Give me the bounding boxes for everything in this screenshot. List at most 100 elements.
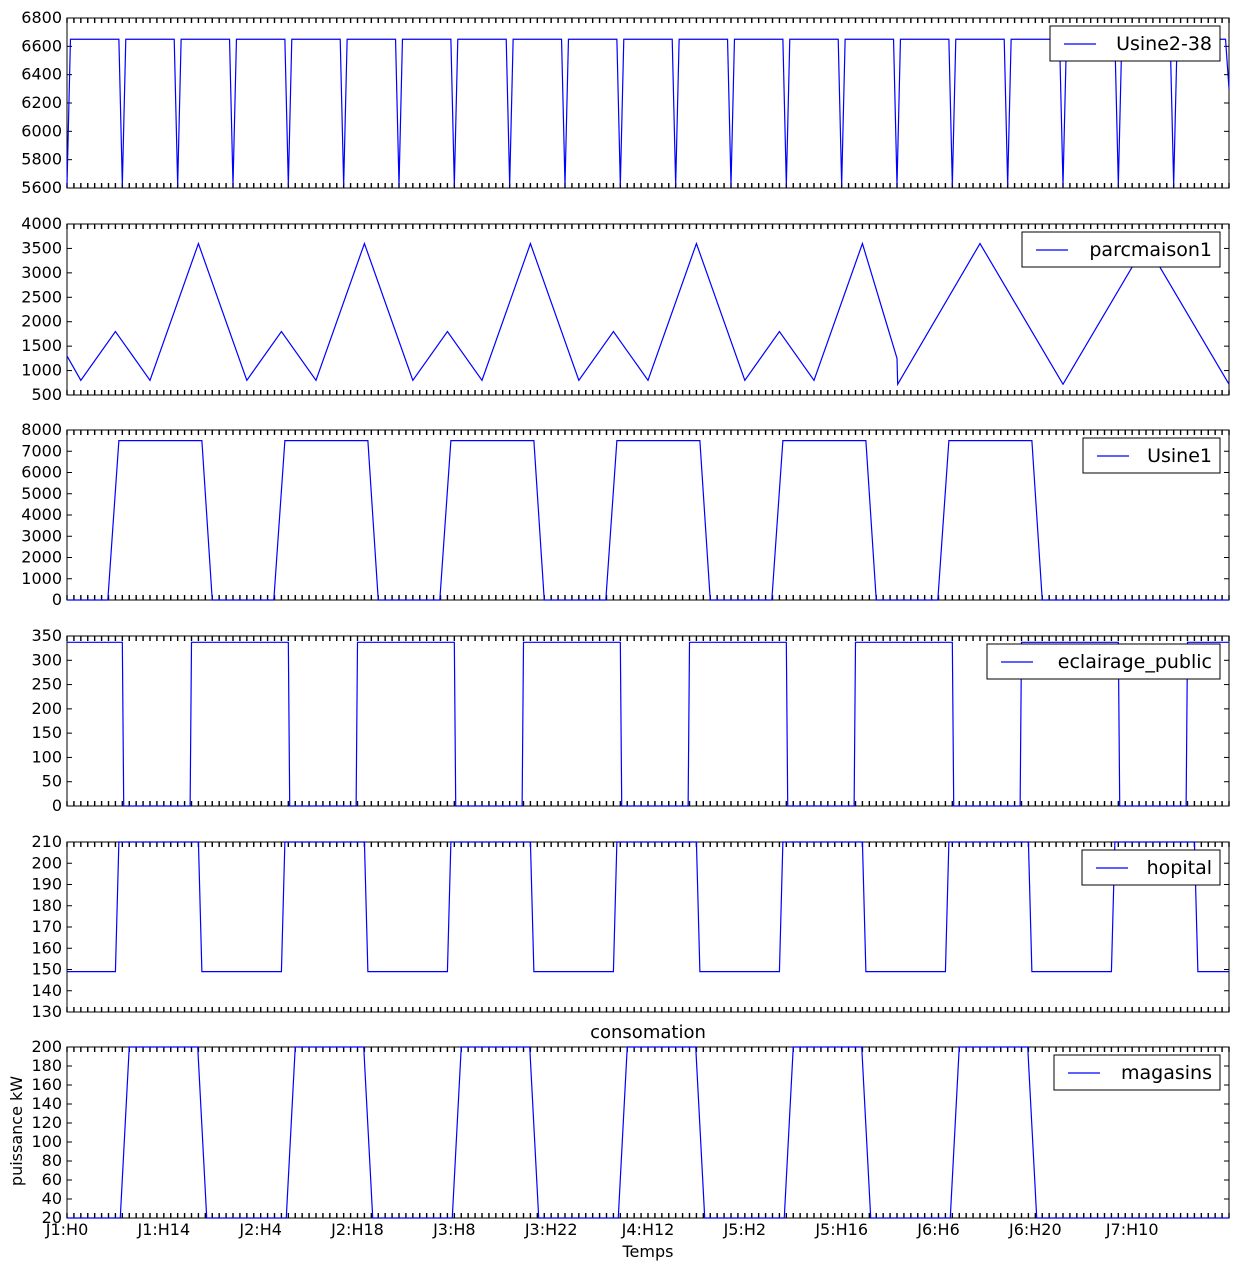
y-tick-label-usine1: 4000 xyxy=(21,505,62,524)
x-tick-label: J4:H12 xyxy=(621,1220,675,1239)
legend-eclairage-public: eclairage_public xyxy=(986,643,1221,680)
y-tick-label-eclairage-public: 250 xyxy=(31,675,62,694)
y-tick-label-parcmaison1: 3500 xyxy=(21,238,62,257)
legend-label-hopital: hopital xyxy=(1147,857,1212,879)
subplot-usine1: 0 1000 2000 3000 4000 5000 6000 7000 8000 Usine1 xyxy=(21,420,1230,609)
x-ticks-eclairage-public xyxy=(66,636,1230,806)
y-tick-label-magasins: 20 xyxy=(42,1208,62,1227)
y-tick-label-usine1: 8000 xyxy=(21,420,62,439)
y-tick-label-usine1: 0 xyxy=(52,590,62,609)
y-tick-label-parcmaison1: 4000 xyxy=(21,214,62,233)
subplot-hopital: 130 140 150 160 170 180 190 200 210 hopital xyxy=(31,832,1230,1021)
plot-frame-usine2-38 xyxy=(66,17,1230,189)
legend-hopital: hopital xyxy=(1081,849,1221,886)
series-line-eclairage-public xyxy=(67,641,1229,807)
y-tick-label-parcmaison1: 2000 xyxy=(21,312,62,331)
y-tick-label-magasins: 200 xyxy=(31,1037,62,1056)
series-line-hopital xyxy=(67,841,1229,973)
y-tick-label-magasins: 40 xyxy=(42,1189,62,1208)
x-tick-label: J3:H8 xyxy=(432,1220,476,1239)
legend-label-eclairage-public: eclairage_public xyxy=(1058,651,1212,673)
y-tick-label-hopital: 170 xyxy=(31,917,62,936)
y-tick-label-hopital: 200 xyxy=(31,853,62,872)
x-tick-label: J5:H16 xyxy=(814,1220,868,1239)
y-tick-label-usine1: 7000 xyxy=(21,441,62,460)
y-tick-label-eclairage-public: 300 xyxy=(31,650,62,669)
y-tick-label-eclairage-public: 200 xyxy=(31,699,62,718)
x-tick-label: J6:H6 xyxy=(916,1220,960,1239)
x-tick-label: J1:H14 xyxy=(136,1220,190,1239)
legend-magasins: magasins xyxy=(1053,1054,1221,1091)
x-tick-label: J3:H22 xyxy=(524,1220,578,1239)
x-tick-label: J6:H20 xyxy=(1008,1220,1062,1239)
y-tick-label-parcmaison1: 1500 xyxy=(21,336,62,355)
x-ticks-hopital xyxy=(66,842,1230,1012)
y-tick-label-eclairage-public: 100 xyxy=(31,747,62,766)
y-tick-label-usine2-38: 6800 xyxy=(21,8,62,27)
y-tick-label-magasins: 80 xyxy=(42,1151,62,1170)
x-ticks-usine1 xyxy=(66,430,1230,600)
y-tick-label-eclairage-public: 0 xyxy=(52,796,62,815)
y-tick-label-magasins: 180 xyxy=(31,1056,62,1075)
y-tick-label-usine1: 2000 xyxy=(21,548,62,567)
y-tick-label-hopital: 210 xyxy=(31,832,62,851)
y-tick-label-parcmaison1: 1000 xyxy=(21,361,62,380)
series-line-magasins xyxy=(67,1046,1229,1219)
y-tick-label-usine2-38: 6200 xyxy=(21,93,62,112)
x-ticks-usine2-38 xyxy=(66,18,1230,188)
legend-parcmaison1: parcmaison1 xyxy=(1021,231,1221,268)
y-tick-label-usine1: 1000 xyxy=(21,569,62,588)
y-tick-label-magasins: 60 xyxy=(42,1170,62,1189)
x-axis-label: Temps xyxy=(622,1242,674,1261)
x-tick-label: J1:H0 xyxy=(45,1220,89,1239)
y-tick-label-hopital: 140 xyxy=(31,981,62,1000)
y-tick-label-eclairage-public: 350 xyxy=(31,626,62,645)
y-tick-label-eclairage-public: 150 xyxy=(31,723,62,742)
subplot-usine2-38: 5600 5800 6000 6200 6400 6600 6800 Usine2-38 xyxy=(21,8,1230,197)
x-tick-labels: J1:H0 J1:H14 J2:H4 J2:H18 J3:H8 J3:H22 J4:H12 J… xyxy=(45,1220,1159,1239)
x-ticks-magasins xyxy=(66,1047,1230,1218)
legend-label-usine1: Usine1 xyxy=(1147,445,1212,467)
y-tick-label-parcmaison1: 500 xyxy=(31,385,62,404)
y-tick-label-eclairage-public: 50 xyxy=(42,772,62,791)
y-tick-label-hopital: 180 xyxy=(31,896,62,915)
y-tick-label-usine2-38: 6600 xyxy=(21,36,62,55)
y-tick-label-hopital: 190 xyxy=(31,875,62,894)
legend-usine2-38: Usine2-38 xyxy=(1049,25,1221,62)
subplot-eclairage-public: 0 50 100 150 200 250 300 350 eclairage_public xyxy=(31,626,1230,815)
legend-usine1: Usine1 xyxy=(1082,437,1221,474)
subplot-parcmaison1: 500 1000 1500 2000 2500 3000 3500 4000 parcmaiso… xyxy=(21,214,1230,404)
y-tick-label-hopital: 130 xyxy=(31,1002,62,1021)
y-tick-label-magasins: 100 xyxy=(31,1132,62,1151)
y-tick-label-usine2-38: 5600 xyxy=(21,178,62,197)
plot-frame-usine1 xyxy=(66,429,1230,601)
y-tick-label-usine1: 6000 xyxy=(21,463,62,482)
legend-label-magasins: magasins xyxy=(1121,1062,1212,1084)
subplots: 5600580060006200640066006800Usine2-38500… xyxy=(21,8,1230,1227)
y-tick-label-hopital: 150 xyxy=(31,960,62,979)
legend-label-usine2-38: Usine2-38 xyxy=(1116,33,1212,55)
y-tick-label-parcmaison1: 2500 xyxy=(21,287,62,306)
y-axis-label: puissance kW xyxy=(7,1076,26,1186)
y-tick-label-usine2-38: 5800 xyxy=(21,150,62,169)
y-tick-label-magasins: 140 xyxy=(31,1094,62,1113)
y-tick-label-usine1: 5000 xyxy=(21,484,62,503)
y-tick-label-parcmaison1: 3000 xyxy=(21,263,62,282)
figure-title: consomation xyxy=(590,1022,706,1043)
y-tick-label-usine2-38: 6400 xyxy=(21,65,62,84)
plot-frame-hopital xyxy=(66,841,1230,1013)
x-tick-label: J2:H4 xyxy=(238,1220,282,1239)
series-line-parcmaison1 xyxy=(66,241,1230,387)
legend-label-parcmaison1: parcmaison1 xyxy=(1089,239,1212,261)
x-ticks-parcmaison1 xyxy=(66,224,1230,395)
series-line-usine2-38 xyxy=(66,38,1230,186)
series-line-usine1 xyxy=(67,440,1229,601)
y-tick-label-magasins: 160 xyxy=(31,1075,62,1094)
y-tick-label-magasins: 120 xyxy=(31,1113,62,1132)
x-tick-label: J2:H18 xyxy=(330,1220,384,1239)
y-tick-label-usine2-38: 6000 xyxy=(21,121,62,140)
y-tick-label-usine1: 3000 xyxy=(21,526,62,545)
x-tick-label: J7:H10 xyxy=(1105,1220,1159,1239)
